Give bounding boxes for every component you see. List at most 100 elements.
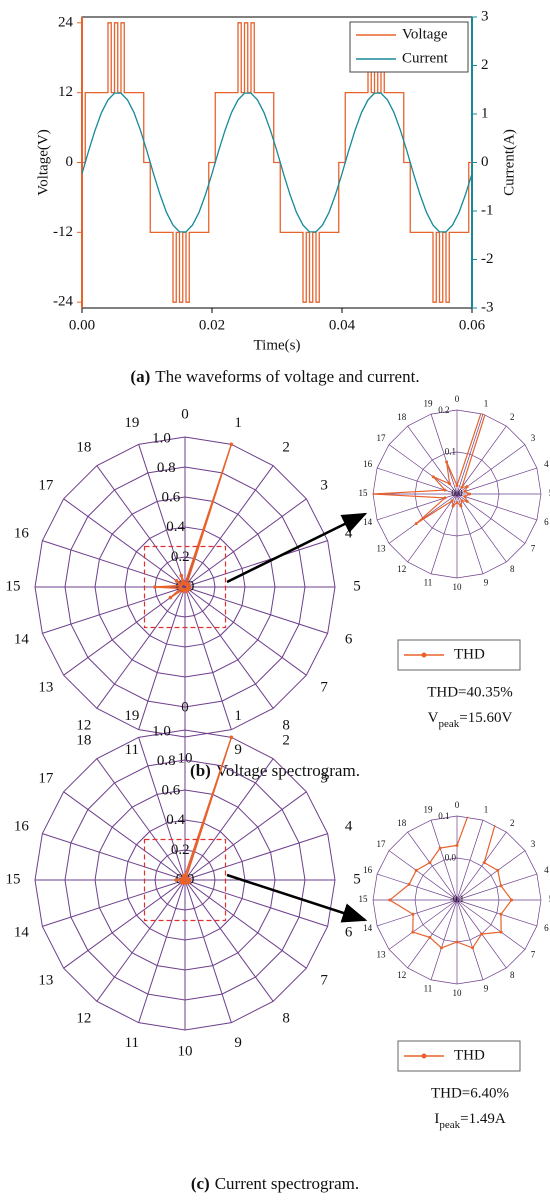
category-label: 13 (376, 543, 386, 553)
category-label: 12 (397, 564, 406, 574)
spoke (184, 498, 307, 588)
radar-point (178, 586, 183, 591)
radar-point (445, 460, 449, 464)
spoke (184, 879, 328, 927)
thd-annotation: THD=6.40% (431, 1085, 509, 1101)
radar-point (388, 898, 392, 902)
r-tick-label: 0.1 (445, 447, 456, 457)
peak-symbol: I (434, 1111, 439, 1127)
spoke (184, 758, 274, 881)
radar-point (463, 495, 467, 499)
category-label: 6 (544, 923, 549, 933)
category-label: 1 (234, 708, 242, 724)
category-label: 4 (544, 459, 549, 469)
category-label: 14 (363, 517, 373, 527)
spoke (184, 586, 328, 634)
spoke (42, 833, 186, 881)
category-label: 11 (424, 983, 433, 993)
caption-text: Current spectrogram. (215, 1174, 359, 1193)
radar-point (428, 861, 432, 865)
category-label: 14 (14, 925, 30, 941)
peak-annotation: Vpeak=15.60V (428, 710, 513, 729)
radar-point (181, 873, 186, 878)
spoke (184, 879, 307, 969)
y2-tick-label: -1 (481, 202, 494, 218)
category-label: 0 (455, 394, 460, 404)
plot-area (82, 22, 472, 303)
radar-series (174, 735, 234, 885)
r-tick-label: 0.6 (162, 490, 181, 506)
category-label: 16 (14, 525, 30, 541)
spoke (96, 465, 186, 588)
radar-point (229, 442, 234, 447)
grid-ring (372, 409, 542, 579)
radar-point (450, 499, 454, 503)
category-label: 18 (397, 818, 407, 828)
category-label: 19 (124, 415, 139, 431)
spoke (96, 758, 186, 881)
category-label: 16 (363, 865, 373, 875)
category-label: 17 (376, 433, 386, 443)
radar-point (180, 581, 185, 586)
spoke (138, 444, 186, 588)
category-label: 4 (345, 525, 353, 541)
caption: (c) Current spectrogram. (191, 1174, 359, 1193)
category-label: 5 (353, 871, 361, 887)
series-line (82, 22, 472, 303)
category-label: 0 (181, 699, 189, 715)
radar-point (411, 912, 415, 916)
spoke (138, 737, 186, 881)
legend-box (349, 21, 469, 73)
grid-ring (64, 759, 306, 1001)
y-tick-label: 0 (66, 154, 74, 170)
legend-label: Current (402, 50, 449, 66)
radar-point (407, 882, 411, 886)
category-label: 4 (544, 865, 549, 875)
category-label: 6 (544, 517, 549, 527)
legend-label: THD (454, 1047, 485, 1063)
category-label: 9 (234, 1035, 242, 1051)
category-label: 1 (234, 415, 242, 431)
radar-point (471, 946, 475, 950)
category-label: 8 (282, 1011, 290, 1027)
radar-point (443, 496, 447, 500)
radar-point (414, 522, 418, 526)
category-label: 12 (76, 1011, 91, 1027)
grid-ring (94, 789, 276, 971)
radar-series (153, 442, 234, 600)
radar-point (499, 884, 503, 888)
category-label: 8 (282, 718, 290, 734)
zoom-arrow (226, 512, 368, 584)
spoke (63, 498, 186, 588)
grid-ring (34, 729, 336, 1031)
y2-tick-label: 3 (481, 8, 489, 24)
radar-point (496, 868, 500, 872)
category-label: 18 (76, 439, 91, 455)
category-label: 14 (363, 923, 373, 933)
grid-ring (154, 849, 216, 911)
spoke (184, 586, 274, 709)
radar-point (455, 940, 459, 944)
radar-point (482, 861, 486, 865)
radar-point (459, 504, 463, 508)
category-label: 0 (181, 406, 189, 422)
category-label: 3 (531, 433, 536, 443)
radar-series (373, 410, 541, 526)
radar-point (460, 485, 464, 489)
y-tick-label: -24 (53, 294, 73, 310)
radar-point (465, 499, 469, 503)
category-label: 16 (363, 459, 373, 469)
grid-ring (124, 526, 246, 648)
spoke (96, 879, 186, 1002)
r-tick-label: 0.8 (157, 460, 176, 476)
category-label: 8 (510, 564, 515, 574)
radar-point (480, 932, 484, 936)
caption-text: The waveforms of voltage and current. (155, 367, 419, 386)
spoke (42, 540, 186, 588)
legend-marker (421, 652, 427, 658)
r-tick-label: 0.0 (451, 488, 463, 498)
r-tick-label: -0.1 (450, 894, 464, 904)
radar-point (186, 880, 191, 885)
y-tick-label: 12 (58, 84, 73, 100)
